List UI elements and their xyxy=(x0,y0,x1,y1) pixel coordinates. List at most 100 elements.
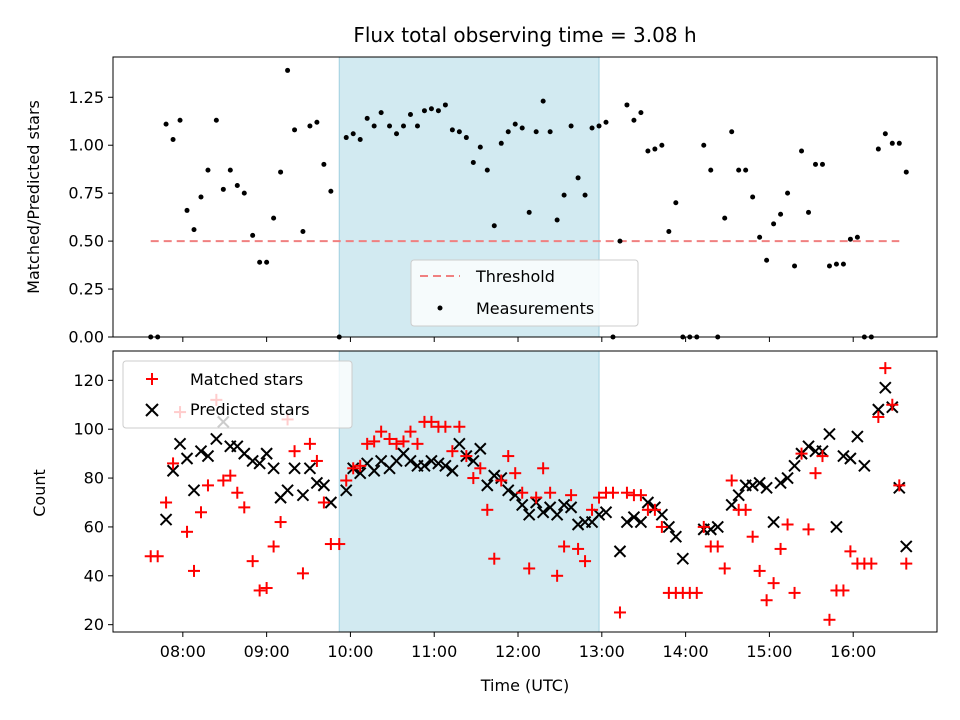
measurement-point xyxy=(729,129,735,135)
x-tick-label: 11:00 xyxy=(411,642,457,661)
measurement-point xyxy=(708,167,714,173)
predicted-star-point xyxy=(488,469,501,482)
matched-star-point xyxy=(411,437,424,450)
x-axis-label: Time (UTC) xyxy=(480,676,569,695)
bottom-y-ticks: 20 40 60 80 100 120 xyxy=(73,371,113,634)
matched-star-point xyxy=(310,454,323,467)
matched-star-point xyxy=(347,462,360,475)
matched-star-point xyxy=(303,437,316,450)
bottom-legend[interactable]: Matched stars Predicted stars xyxy=(122,360,353,429)
measurement-point xyxy=(449,127,455,133)
matched-star-point xyxy=(253,584,266,597)
matched-star-point xyxy=(188,564,201,577)
measurement-point xyxy=(617,238,623,244)
predicted-star-point xyxy=(281,484,294,497)
predicted-star-point xyxy=(879,381,892,394)
matched-star-point xyxy=(586,503,599,516)
measurement-point xyxy=(785,190,791,196)
matched-star-point xyxy=(194,506,207,519)
matched-star-point xyxy=(516,486,529,499)
matched-star-point xyxy=(579,555,592,568)
measurement-point xyxy=(300,229,306,235)
measurement-point xyxy=(673,200,679,206)
top-axes: 0.00 0.25 0.50 0.75 1.00 1.25 Matched/Predict… xyxy=(24,56,938,632)
measurement-point xyxy=(561,192,567,198)
matched-star-point xyxy=(260,582,273,595)
matched-star-point xyxy=(558,540,571,553)
matched-star-point xyxy=(572,542,585,555)
matched-star-point xyxy=(453,420,466,433)
matched-star-point xyxy=(739,503,752,516)
bottom-axes: 20 40 60 80 100 120 08:00 09:00 10:00 11:00 12:00… xyxy=(30,350,938,695)
measurement-point xyxy=(806,209,812,215)
matched-star-point xyxy=(523,562,536,575)
predicted-star-point xyxy=(210,432,223,446)
measurement-point xyxy=(321,161,327,167)
matched-star-point xyxy=(823,613,836,626)
matched-star-point xyxy=(697,520,710,533)
measurement-point xyxy=(484,167,490,173)
measurement-point xyxy=(491,223,497,229)
measurement-point xyxy=(220,186,226,192)
y-tick-label: 0.25 xyxy=(68,280,104,299)
matched-star-point xyxy=(274,516,287,529)
predicted-star-point xyxy=(858,459,871,473)
predicted-star-point xyxy=(669,530,683,543)
predicted-star-point xyxy=(704,523,717,536)
measurement-point xyxy=(498,140,504,146)
predicted-star-point xyxy=(317,479,331,492)
predicted-star-point xyxy=(837,449,850,463)
measurement-point xyxy=(666,229,672,235)
matched-star-point xyxy=(502,450,515,463)
bottom-y-axis-label: Count xyxy=(30,469,49,517)
matched-star-point xyxy=(655,520,668,533)
matched-star-point xyxy=(390,437,403,450)
predicted-star-point xyxy=(502,484,515,497)
x-tick-label: 08:00 xyxy=(160,642,206,661)
matched-star-point xyxy=(795,447,808,460)
measurement-point xyxy=(428,106,434,112)
predicted-star-point xyxy=(303,462,317,475)
predicted-star-point xyxy=(872,403,885,416)
y-tick-label: 0.00 xyxy=(68,328,104,347)
matched-star-point xyxy=(474,462,487,475)
top-y-axis-label: Matched/Predicted stars xyxy=(24,100,43,294)
matched-star-point xyxy=(893,479,906,492)
measurement-point xyxy=(645,148,651,154)
predicted-star-point xyxy=(557,498,571,512)
chart-title: Flux total observing time = 3.08 h xyxy=(353,23,696,47)
predicted-star-point xyxy=(324,496,338,509)
matched-star-point xyxy=(544,486,557,499)
predicted-star-point xyxy=(844,452,857,465)
measurement-point xyxy=(227,167,233,173)
measurement-point xyxy=(463,135,469,141)
predicted-star-point xyxy=(173,437,187,451)
matched-star-point xyxy=(238,501,251,514)
predicted-star-point xyxy=(711,520,724,534)
predicted-star-point xyxy=(425,454,438,468)
measurement-point xyxy=(896,140,902,146)
predicted-star-point xyxy=(900,540,913,553)
x-tick-label: 10:00 xyxy=(327,642,373,661)
predicted-star-point xyxy=(418,459,431,473)
measurement-point xyxy=(778,211,784,217)
predicted-star-point xyxy=(774,476,787,490)
predicted-star-point xyxy=(753,476,766,490)
bottom-axes-frame xyxy=(112,350,938,633)
measurement-point xyxy=(328,188,334,194)
predicted-star-point xyxy=(592,508,606,521)
bottom-x-ticks: 08:00 09:00 10:00 11:00 12:00 13:00 14:00 15:00… xyxy=(160,632,876,661)
matched-star-point xyxy=(537,462,550,475)
measurement-point xyxy=(533,129,539,135)
observing-window-shade-bottom xyxy=(339,351,600,632)
top-legend[interactable]: Threshold Measurements xyxy=(410,259,639,327)
y-tick-label: 100 xyxy=(73,420,104,439)
measurement-point xyxy=(624,102,630,108)
matched-star-point xyxy=(354,459,367,472)
predicted-star-point xyxy=(432,457,445,470)
predicted-star-point xyxy=(159,513,173,526)
measurements-legend-label: Measurements xyxy=(476,299,594,318)
matched-star-point xyxy=(495,474,508,487)
matched-star-point xyxy=(886,398,899,411)
x-tick-label: 15:00 xyxy=(746,642,792,661)
